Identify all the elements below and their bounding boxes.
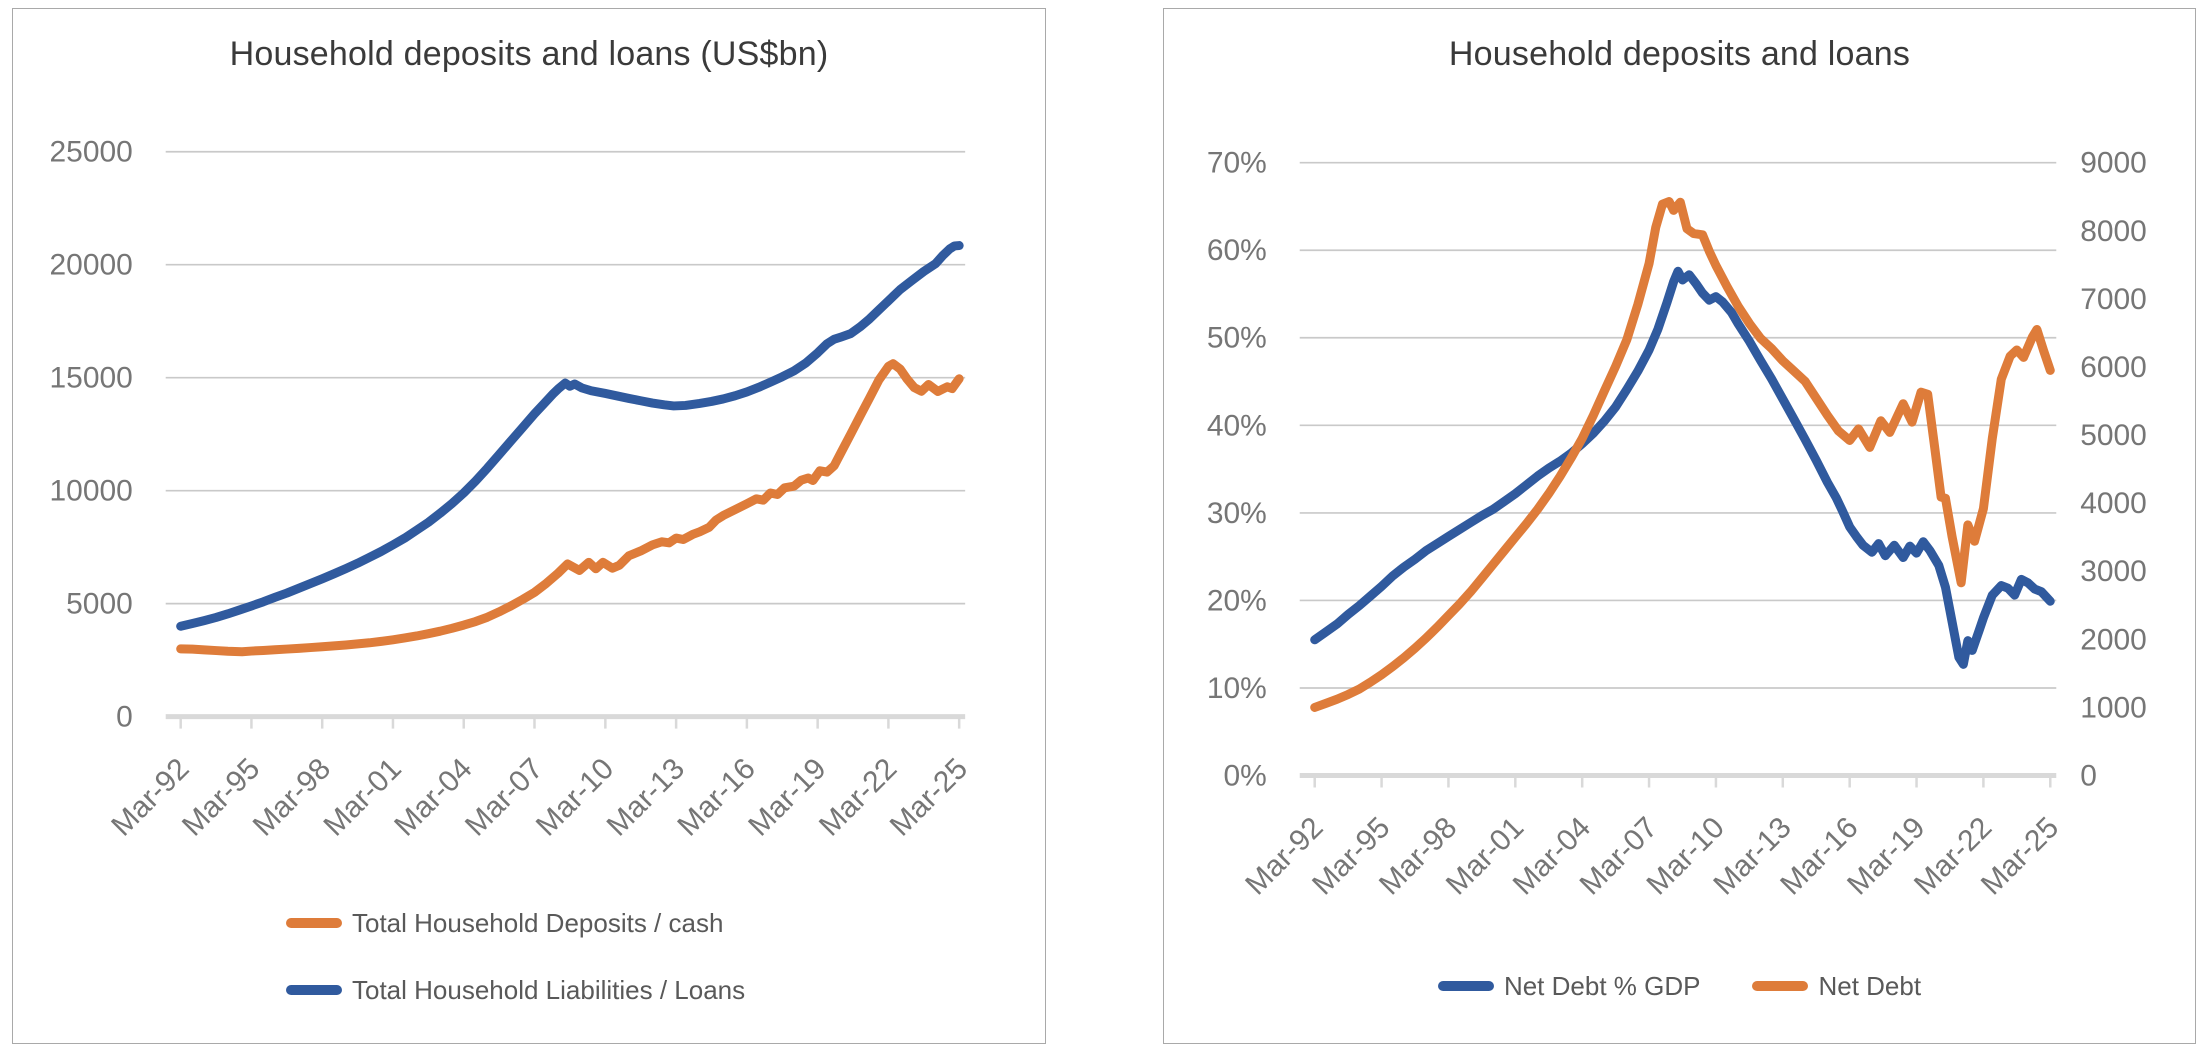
- legend-label-net-debt: Net Debt: [1818, 970, 1922, 1001]
- svg-text:30%: 30%: [1207, 497, 1267, 530]
- legend-swatch-net-debt-pct: [1437, 981, 1494, 991]
- svg-text:Mar-19: Mar-19: [742, 752, 832, 842]
- svg-text:25000: 25000: [50, 136, 133, 169]
- legend-item-net-debt: Net Debt: [1752, 970, 1921, 1002]
- chart-legend: Net Debt % GDP Net Debt: [1164, 970, 2195, 1002]
- svg-text:5000: 5000: [66, 588, 133, 621]
- svg-text:9000: 9000: [2080, 147, 2147, 180]
- svg-text:60%: 60%: [1207, 234, 1267, 267]
- svg-text:8000: 8000: [2080, 215, 2147, 248]
- svg-text:Mar-92: Mar-92: [105, 752, 195, 842]
- legend-swatch-deposits: [286, 918, 342, 928]
- svg-text:Mar-01: Mar-01: [318, 752, 408, 842]
- legend-swatch-net-debt: [1752, 981, 1809, 991]
- svg-text:40%: 40%: [1207, 409, 1267, 442]
- svg-text:Mar-10: Mar-10: [530, 752, 620, 842]
- svg-text:Mar-22: Mar-22: [813, 752, 903, 842]
- svg-text:10%: 10%: [1207, 672, 1267, 705]
- svg-text:10000: 10000: [50, 475, 133, 508]
- svg-text:Mar-25: Mar-25: [884, 752, 974, 842]
- legend-label-liabilities: Total Household Liabilities / Loans: [352, 974, 746, 1005]
- svg-text:Mar-07: Mar-07: [459, 752, 549, 842]
- legend-item-deposits: Total Household Deposits / cash: [286, 907, 745, 939]
- svg-text:0%: 0%: [1224, 759, 1267, 792]
- svg-text:3000: 3000: [2080, 555, 2147, 588]
- svg-text:20000: 20000: [50, 249, 133, 282]
- svg-text:Mar-13: Mar-13: [601, 752, 691, 842]
- svg-text:0: 0: [2080, 759, 2097, 792]
- net-debt-chart-panel: 0% 10% 20% 30% 40% 50% 60% 70% 0 1000 2000 3000 4000…: [1163, 8, 2196, 1044]
- svg-text:20%: 20%: [1207, 584, 1267, 617]
- svg-text:Mar-98: Mar-98: [247, 752, 337, 842]
- svg-text:2000: 2000: [2080, 623, 2147, 656]
- svg-text:6000: 6000: [2080, 351, 2147, 384]
- legend-item-liabilities: Total Household Liabilities / Loans: [286, 974, 745, 1006]
- svg-text:Mar-04: Mar-04: [388, 752, 478, 842]
- svg-text:0: 0: [116, 701, 133, 734]
- svg-text:Mar-16: Mar-16: [671, 752, 761, 842]
- svg-text:15000: 15000: [50, 362, 133, 395]
- chart-title: Household deposits and loans: [1448, 35, 1911, 73]
- deposits-loans-usd-chart-panel: 0 5000 10000 15000 20000 25000 Mar-92 Mar-95 Mar…: [12, 8, 1046, 1044]
- svg-text:4000: 4000: [2080, 487, 2147, 520]
- svg-text:Mar-95: Mar-95: [176, 752, 266, 842]
- svg-text:5000: 5000: [2080, 419, 2147, 452]
- svg-text:7000: 7000: [2080, 283, 2147, 316]
- chart-title: Household deposits and loans (US$bn): [229, 35, 829, 73]
- chart-legend: Total Household Deposits / cash Total Ho…: [286, 907, 745, 1006]
- net-debt-chart-canvas: 0% 10% 20% 30% 40% 50% 60% 70% 0 1000 2000 3000 4000…: [1207, 147, 2147, 902]
- legend-label-net-debt-pct: Net Debt % GDP: [1503, 970, 1701, 1001]
- legend-swatch-liabilities: [286, 985, 342, 995]
- svg-text:1000: 1000: [2080, 691, 2147, 724]
- svg-text:70%: 70%: [1207, 147, 1267, 180]
- svg-text:50%: 50%: [1207, 322, 1267, 355]
- legend-label-deposits: Total Household Deposits / cash: [352, 907, 724, 938]
- legend-item-net-debt-pct: Net Debt % GDP: [1437, 970, 1701, 1002]
- deposits-loans-usd-chart-canvas: 0500010000150002000025000Mar-92Mar-95Mar…: [50, 136, 975, 843]
